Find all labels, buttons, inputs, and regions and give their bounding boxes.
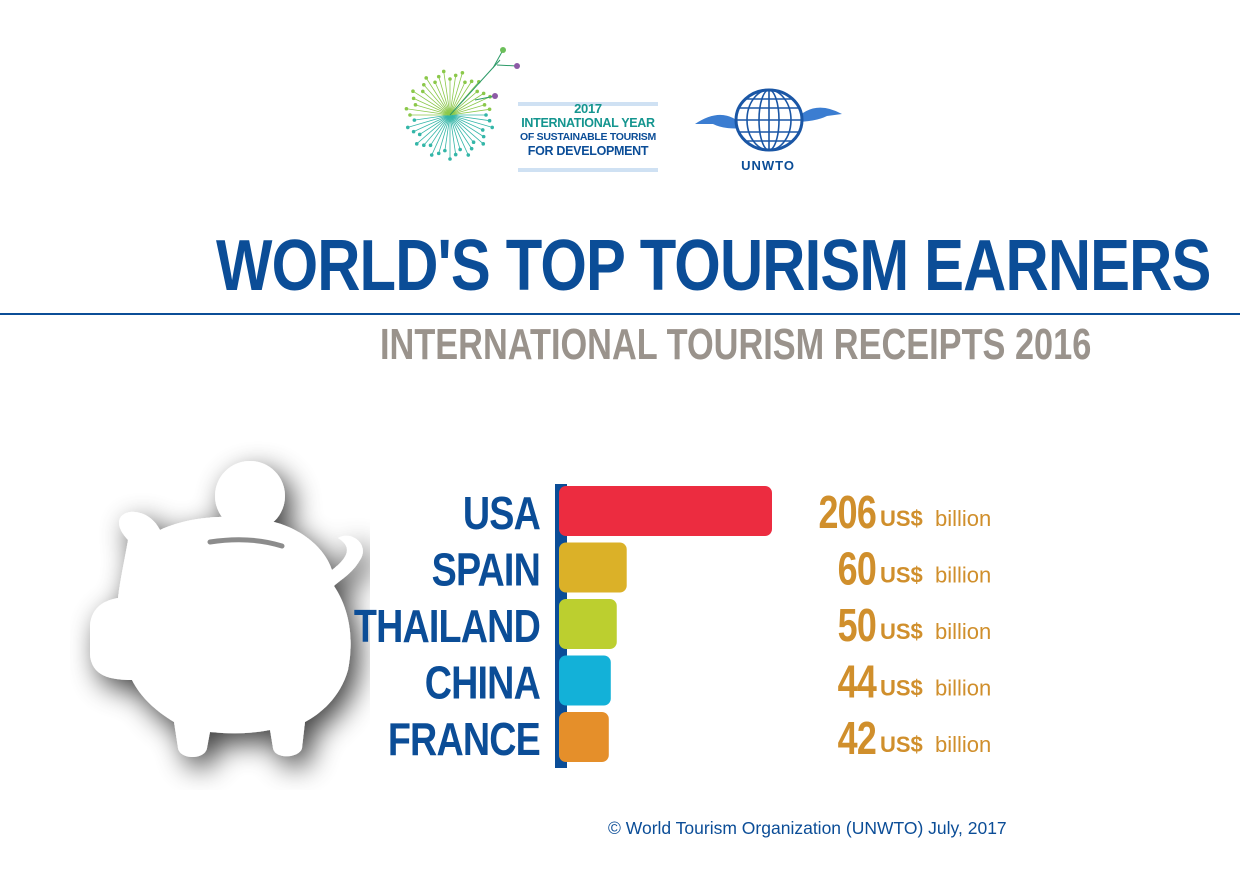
value-label-france: 42 — [838, 713, 876, 764]
chart-subtitle: INTERNATIONAL TOURISM RECEIPTS 2016 — [380, 320, 1092, 369]
bar-spain — [559, 542, 627, 593]
bar-usa — [559, 486, 772, 536]
unit-label: billion — [935, 676, 991, 701]
iy-line-3: OF SUSTAINABLE TOURISM — [520, 131, 656, 143]
category-label-thailand: THAILAND — [354, 600, 540, 651]
unit-label: billion — [935, 506, 991, 531]
international-year-logo-text: 2017 INTERNATIONAL YEAR OF SUSTAINABLE T… — [518, 101, 658, 159]
currency-label: US$ — [880, 676, 923, 701]
category-label-usa: USA — [463, 487, 541, 538]
unit-label: billion — [935, 732, 991, 757]
currency-label: US$ — [880, 506, 923, 531]
unit-label: billion — [935, 563, 991, 588]
bar-china — [559, 655, 611, 706]
currency-label: US$ — [880, 619, 923, 644]
copyright-footer: © World Tourism Organization (UNWTO) Jul… — [608, 818, 1007, 838]
unit-label: billion — [935, 619, 991, 644]
value-label-thailand: 50 — [838, 600, 876, 651]
value-label-usa: 206 — [818, 487, 876, 538]
value-label-spain: 60 — [838, 543, 876, 594]
currency-label: US$ — [880, 732, 923, 757]
value-label-china: 44 — [838, 656, 877, 707]
bar-france — [559, 712, 609, 762]
unwto-logo-text: UNWTO — [741, 158, 795, 173]
bar-thailand — [559, 599, 617, 649]
header-logos — [404, 47, 842, 172]
coin-icon — [215, 461, 285, 531]
iy-year: 2017 — [574, 101, 602, 116]
category-label-france: FRANCE — [388, 713, 540, 764]
iy-line-4: FOR DEVELOPMENT — [527, 144, 649, 158]
globe-icon — [695, 88, 842, 152]
category-label-spain: SPAIN — [432, 544, 540, 595]
title-divider — [0, 313, 1240, 315]
currency-label: US$ — [880, 563, 923, 588]
dandelion-icon — [404, 47, 520, 161]
iy-line-2: INTERNATIONAL YEAR — [521, 116, 655, 130]
piggy-bank-icon — [90, 461, 363, 757]
chart-title: WORLD'S TOP TOURISM EARNERS — [216, 226, 1211, 306]
category-label-china: CHINA — [425, 657, 541, 708]
